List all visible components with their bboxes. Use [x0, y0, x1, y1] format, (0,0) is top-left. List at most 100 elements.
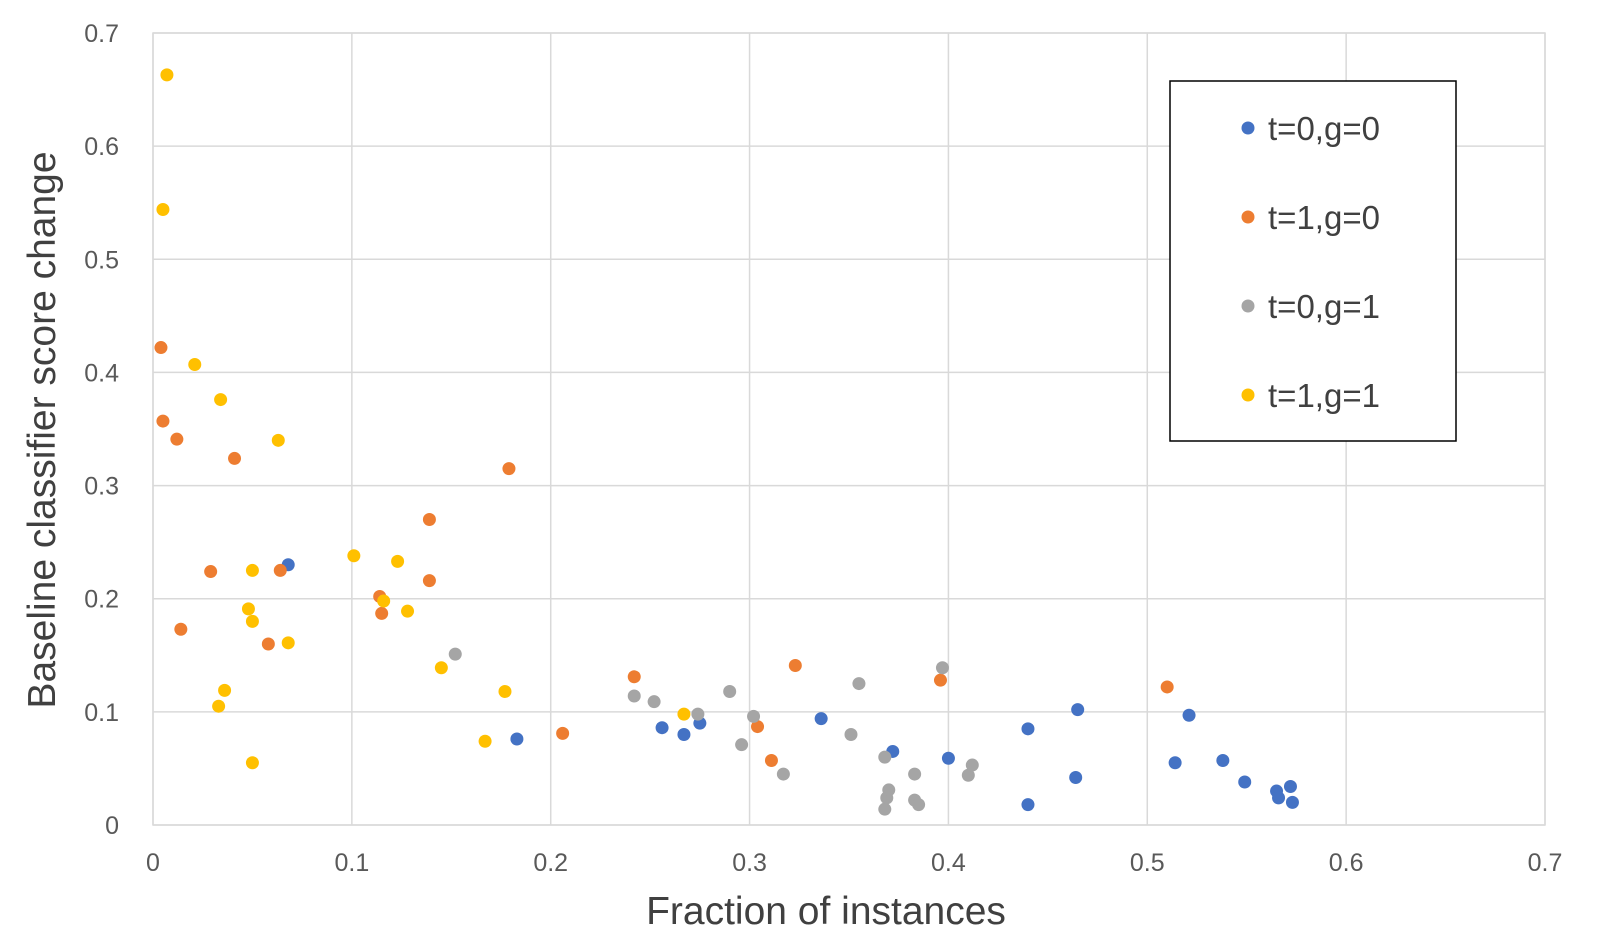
- data-point: [882, 783, 896, 797]
- data-point: [723, 684, 737, 698]
- data-point: [375, 606, 389, 620]
- y-tick-label: 0.1: [84, 699, 119, 727]
- data-point: [965, 758, 979, 772]
- x-tick-label: 0.3: [732, 849, 767, 877]
- data-point: [627, 670, 641, 684]
- legend-label: t=0,g=1: [1268, 288, 1380, 325]
- legend-marker: [1241, 121, 1255, 135]
- data-point: [170, 432, 184, 446]
- data-point: [160, 68, 174, 82]
- x-tick-label: 0.5: [1130, 849, 1165, 877]
- data-point: [448, 647, 462, 661]
- data-point: [655, 721, 669, 735]
- plot-area-border: [152, 32, 1546, 826]
- data-point: [1216, 754, 1230, 768]
- y-tick-label: 0.4: [84, 359, 119, 387]
- y-axis-title: Baseline classifier score change: [21, 151, 64, 708]
- legend-label: t=1,g=0: [1268, 199, 1380, 236]
- data-point: [677, 727, 691, 741]
- data-point: [188, 358, 202, 372]
- data-point: [347, 549, 361, 563]
- data-point: [156, 414, 170, 428]
- data-point: [273, 563, 287, 577]
- data-point: [401, 604, 415, 618]
- data-point: [154, 341, 168, 355]
- data-point: [908, 767, 922, 781]
- data-point: [510, 732, 524, 746]
- y-tick-label: 0.5: [84, 246, 119, 274]
- data-point: [228, 451, 242, 465]
- data-point: [218, 683, 232, 697]
- data-point: [788, 658, 802, 672]
- data-point: [735, 738, 749, 752]
- series-t=0,g=1: [448, 647, 979, 816]
- y-axis-tick-labels: 0 0.1 0.2 0.3 0.4 0.5 0.6 0.7: [84, 20, 119, 840]
- data-point: [281, 636, 295, 650]
- x-tick-label: 0.4: [931, 849, 966, 877]
- data-point: [844, 727, 858, 741]
- x-axis-tick-labels: 0 0.1 0.2 0.3 0.4 0.5 0.6 0.7: [146, 849, 1562, 877]
- legend: t=0,g=0 t=1,g=0 t=0,g=1 t=1,g=1: [1169, 80, 1457, 442]
- data-point: [1071, 703, 1085, 717]
- data-point: [961, 768, 975, 782]
- data-point: [478, 734, 492, 748]
- data-point: [498, 684, 512, 698]
- data-point: [271, 433, 285, 447]
- data-point: [776, 767, 790, 781]
- legend-marker: [1241, 210, 1255, 224]
- data-point: [156, 203, 170, 217]
- data-point: [1182, 708, 1196, 722]
- data-point: [935, 661, 949, 675]
- data-point: [941, 751, 955, 765]
- legend-marker: [1241, 388, 1255, 402]
- y-tick-label: 0.3: [84, 473, 119, 501]
- x-tick-label: 0.6: [1329, 849, 1364, 877]
- data-point: [878, 750, 892, 764]
- x-tick-label: 0: [146, 849, 160, 877]
- legend-label: t=0,g=0: [1268, 110, 1380, 147]
- data-point: [691, 707, 705, 721]
- series-t=1,g=1: [156, 68, 691, 770]
- data-point: [422, 513, 436, 527]
- data-point: [1069, 770, 1083, 784]
- data-point: [434, 661, 448, 675]
- legend-box: [1169, 80, 1457, 442]
- data-point: [174, 622, 188, 636]
- data-point: [1021, 722, 1035, 736]
- data-point: [245, 756, 259, 770]
- data-point: [261, 637, 275, 651]
- data-point: [814, 712, 828, 726]
- data-point: [245, 563, 259, 577]
- data-point: [912, 798, 926, 812]
- series-t=1,g=0: [154, 341, 1174, 768]
- data-point: [391, 554, 405, 568]
- data-point: [204, 565, 218, 579]
- x-axis-title: Fraction of instances: [646, 890, 1006, 933]
- data-point: [677, 707, 691, 721]
- data-point: [751, 720, 765, 734]
- data-point: [1238, 775, 1252, 789]
- y-tick-label: 0.7: [84, 20, 119, 48]
- data-point: [627, 689, 641, 703]
- data-point: [212, 699, 226, 713]
- data-point: [1285, 795, 1299, 809]
- x-tick-label: 0.7: [1528, 849, 1563, 877]
- legend-marker: [1241, 299, 1255, 313]
- data-point: [1283, 780, 1297, 794]
- x-tick-label: 0.2: [533, 849, 568, 877]
- data-point: [878, 802, 892, 816]
- data-point: [852, 677, 866, 691]
- data-point: [377, 594, 391, 608]
- data-point: [647, 695, 661, 709]
- data-point: [422, 574, 436, 588]
- data-point: [1168, 756, 1182, 770]
- y-tick-label: 0.6: [84, 133, 119, 161]
- y-tick-label: 0.2: [84, 586, 119, 614]
- data-point: [214, 393, 228, 407]
- data-point: [1021, 798, 1035, 812]
- data-point: [502, 462, 516, 476]
- data-point: [747, 709, 761, 723]
- data-point: [764, 754, 778, 768]
- data-point: [556, 726, 570, 740]
